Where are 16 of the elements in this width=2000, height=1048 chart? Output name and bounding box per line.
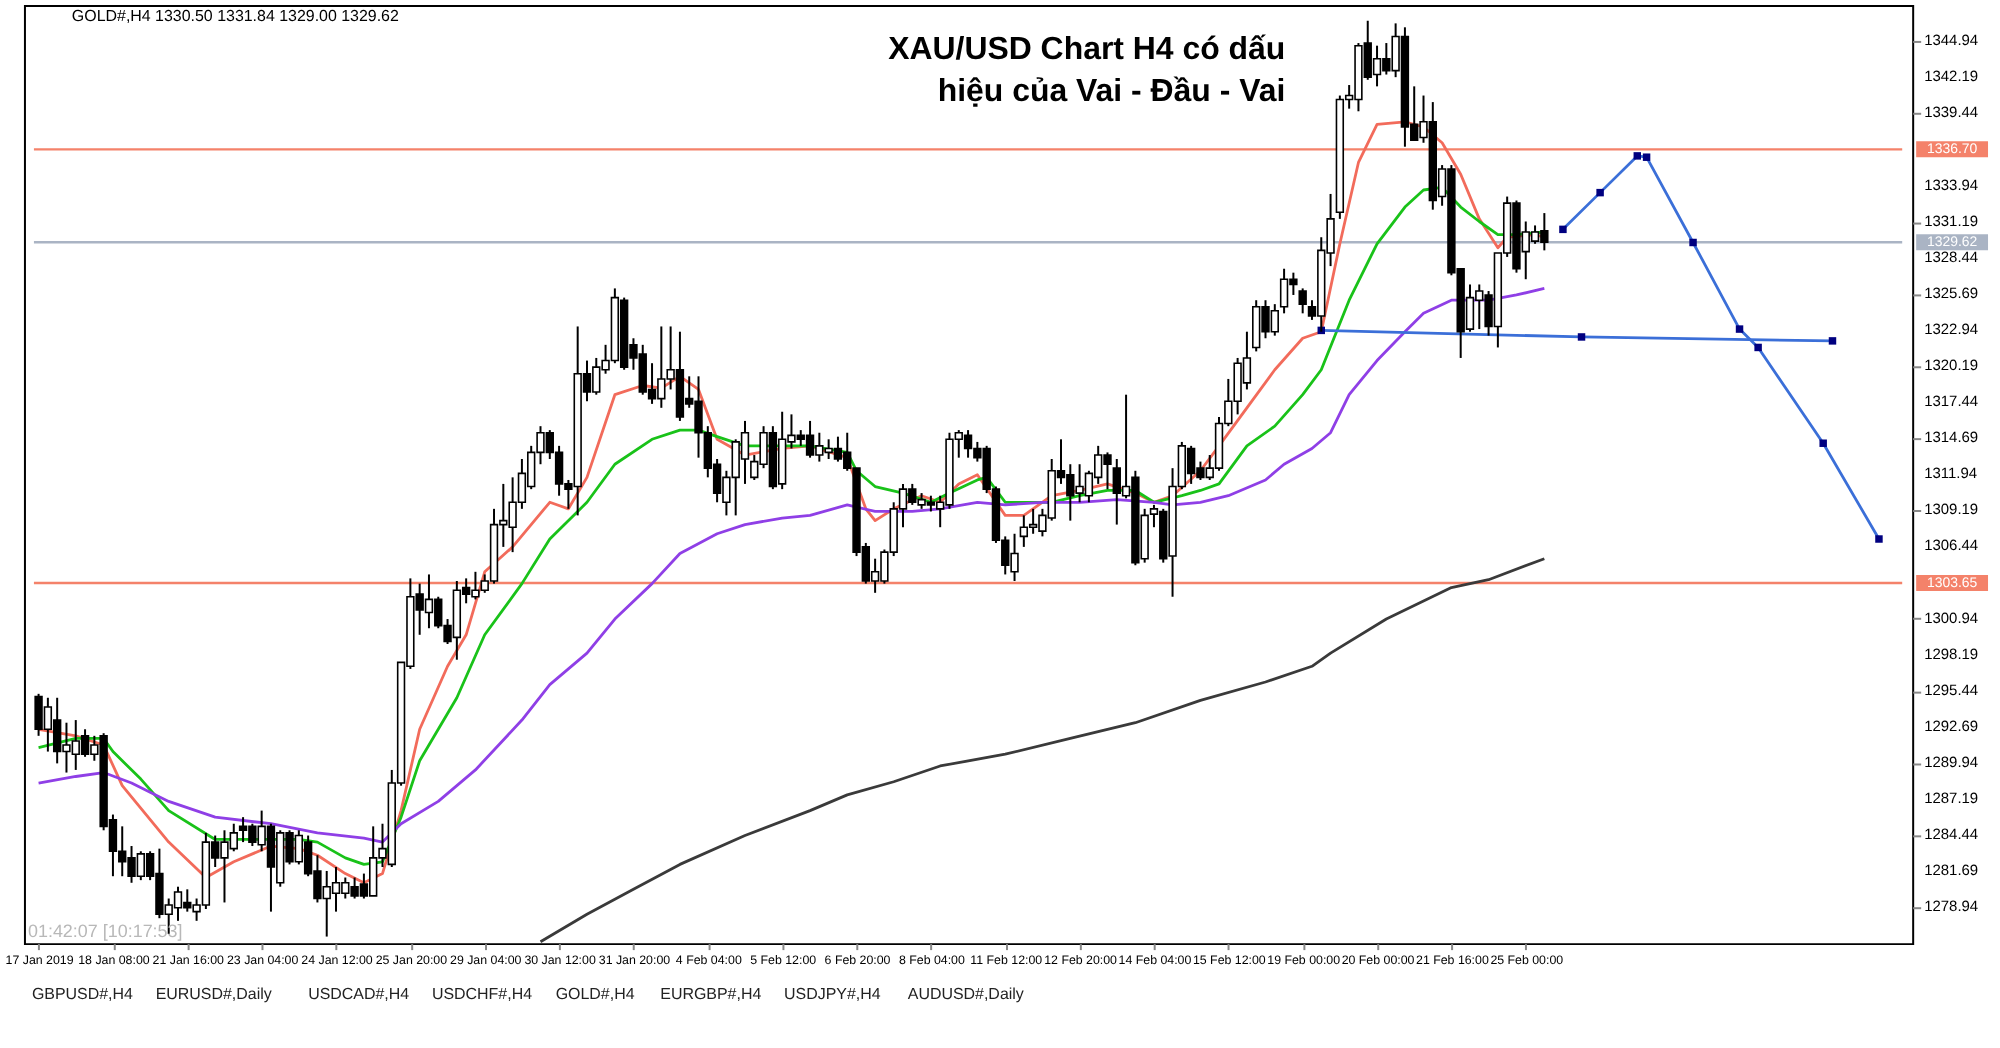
annotation: GOLD#,H4 1330.50 1331.84 1329.00 1329.62 (71, 6, 400, 25)
text: USDCHF#,H4 (431, 985, 534, 1004)
candlestick (1298, 287, 1307, 315)
text: GOLD#,H4 (555, 985, 636, 1004)
line-series (539, 557, 1546, 944)
text: GBPUSD#,H4 (31, 985, 135, 1004)
candlestick (173, 885, 183, 922)
text: EURGBP#,H4 (660, 985, 763, 1004)
text: EURUSD#,Daily (155, 985, 272, 1004)
text: AUDUSD#,Daily (907, 985, 1024, 1004)
candlestick (740, 419, 750, 485)
text: USDJPY#,H4 (784, 985, 882, 1004)
text: XAU/USD Chart H4 có dấu hiệu của Vai - Đầu - Vai (888, 32, 1286, 109)
text: USDCAD#,H4 (308, 985, 411, 1004)
candlestick (1019, 514, 1029, 548)
annotation: 01:42:07 [10:17:53] (27, 921, 183, 942)
